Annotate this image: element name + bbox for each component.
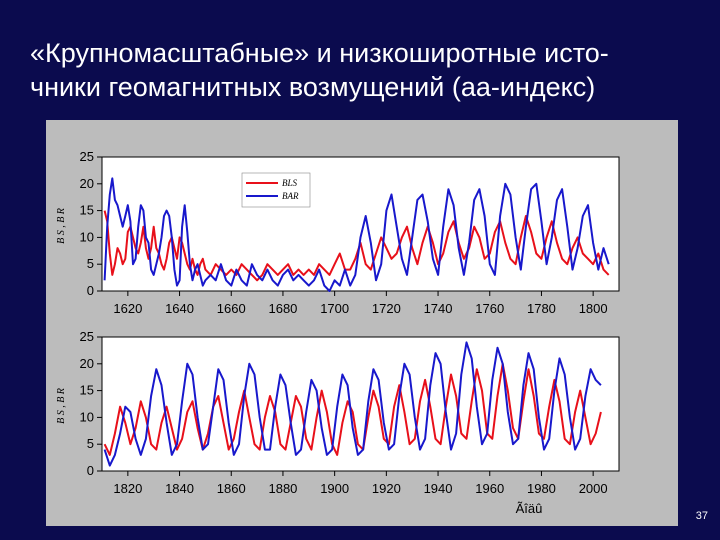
x-tick-label: 1800 bbox=[579, 301, 608, 316]
x-tick-label: 1920 bbox=[372, 481, 401, 496]
x-tick-label: 1660 bbox=[217, 301, 246, 316]
x-tick-label: 1960 bbox=[475, 481, 504, 496]
x-tick-label: 2000 bbox=[579, 481, 608, 496]
x-tick-label: 1900 bbox=[320, 481, 349, 496]
legend-label: BLS bbox=[282, 178, 298, 188]
y-tick-label: 25 bbox=[80, 329, 94, 344]
plot-area-2 bbox=[101, 336, 620, 472]
y-tick-label: 5 bbox=[87, 436, 94, 451]
x-tick-label: 1780 bbox=[527, 301, 556, 316]
x-tick-label: 1720 bbox=[372, 301, 401, 316]
slide-title-line-2: чники геомагнитных возмущений (аа-индекс… bbox=[30, 72, 596, 102]
y-tick-label: 25 bbox=[80, 149, 94, 164]
series-line-1-blue bbox=[103, 177, 610, 292]
x-tick-label: 1840 bbox=[165, 481, 194, 496]
x-tick-label: 1620 bbox=[113, 301, 142, 316]
y-tick-label: 15 bbox=[80, 203, 94, 218]
chart-figure: 0 5 10 15 20 25 1620 1640 1660 1680 1700 1720 1740 17… bbox=[46, 120, 678, 526]
y-axis-label: B S , B R bbox=[56, 208, 67, 244]
series-line-2-blue bbox=[103, 341, 602, 467]
series-line-1-red bbox=[103, 210, 610, 282]
x-axis-label: Ãîäû bbox=[516, 501, 543, 516]
x-tick-label: 1640 bbox=[165, 301, 194, 316]
x-tick-label: 1740 bbox=[424, 301, 453, 316]
plot-area-1 bbox=[101, 156, 620, 292]
x-tick-label: 1860 bbox=[217, 481, 246, 496]
y-tick-label: 20 bbox=[80, 176, 94, 191]
x-tick-label: 1760 bbox=[475, 301, 504, 316]
x-tick-label: 1940 bbox=[424, 481, 453, 496]
y-axis-label: B S , B R bbox=[56, 388, 67, 424]
x-tick-label: 1820 bbox=[113, 481, 142, 496]
y-tick-label: 5 bbox=[87, 256, 94, 271]
y-tick-label: 10 bbox=[80, 229, 94, 244]
y-tick-label: 20 bbox=[80, 356, 94, 371]
x-tick-label: 1700 bbox=[320, 301, 349, 316]
slide-number: 37 bbox=[695, 510, 708, 522]
x-tick-label: 1980 bbox=[527, 481, 556, 496]
y-tick-label: 0 bbox=[87, 463, 94, 478]
y-tick-label: 15 bbox=[80, 383, 94, 398]
x-tick-label: 1680 bbox=[268, 301, 297, 316]
slide-title: «Крупномасштабные» и низкоширотные исто-… bbox=[30, 36, 690, 104]
x-tick-label: 1880 bbox=[268, 481, 297, 496]
legend-box bbox=[241, 172, 311, 208]
slide-title-line-1: «Крупномасштабные» и низкоширотные исто- bbox=[30, 38, 609, 68]
y-tick-label: 0 bbox=[87, 283, 94, 298]
chart-svg: 0 5 10 15 20 25 1620 1640 1660 1680 1700 1720 1740 17… bbox=[56, 149, 620, 516]
legend-label: BAR bbox=[282, 191, 299, 201]
y-tick-label: 10 bbox=[80, 409, 94, 424]
